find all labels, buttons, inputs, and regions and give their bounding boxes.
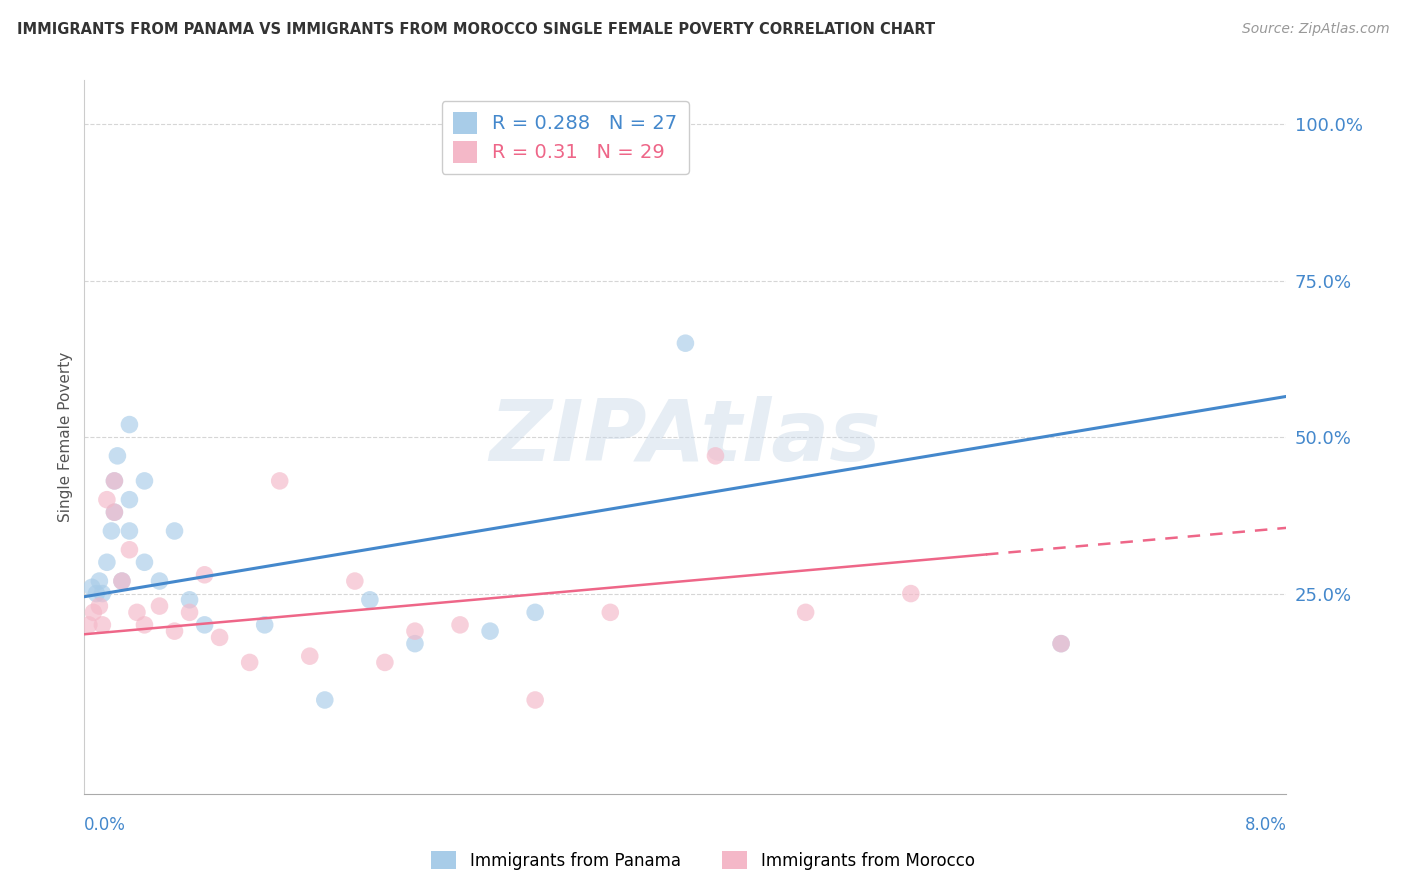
Point (91, 618, 114, 632)
Point (103, 474, 125, 488)
Text: 8.0%: 8.0% (1244, 816, 1286, 834)
Point (118, 524, 141, 538)
Point (179, 605, 201, 619)
Point (134, 474, 156, 488)
Point (359, 592, 381, 607)
Point (269, 474, 291, 488)
Point (134, 555, 156, 569)
Point (134, 618, 156, 632)
Point (479, 624, 502, 639)
Y-axis label: Single Female Poverty: Single Female Poverty (58, 352, 73, 522)
Point (524, 605, 547, 619)
Text: Source: ZipAtlas.com: Source: ZipAtlas.com (1241, 22, 1389, 37)
Point (148, 599, 170, 613)
Text: 0.0%: 0.0% (84, 816, 127, 834)
Point (343, 574, 366, 588)
Point (96, 555, 118, 569)
Point (89, 599, 111, 613)
Point (449, 618, 471, 632)
Point (103, 505, 125, 519)
Point (704, 449, 727, 463)
Point (524, 693, 547, 707)
Point (80, 580, 103, 594)
Point (599, 605, 621, 619)
Point (179, 592, 201, 607)
Point (89, 574, 111, 588)
Point (208, 631, 231, 645)
Point (77, 618, 100, 632)
Point (100, 524, 122, 538)
Point (82, 605, 104, 619)
Point (194, 618, 217, 632)
Point (107, 449, 129, 463)
Point (111, 574, 134, 588)
Point (118, 492, 141, 507)
Point (675, 336, 697, 351)
Point (118, 542, 141, 557)
Point (404, 624, 426, 639)
Point (118, 417, 141, 432)
Point (91, 586, 114, 600)
Text: IMMIGRANTS FROM PANAMA VS IMMIGRANTS FROM MOROCCO SINGLE FEMALE POVERTY CORRELAT: IMMIGRANTS FROM PANAMA VS IMMIGRANTS FRO… (17, 22, 935, 37)
Point (103, 505, 125, 519)
Point (314, 693, 336, 707)
Point (253, 618, 276, 632)
Point (96, 492, 118, 507)
Legend: R = 0.288   N = 27, R = 0.31   N = 29: R = 0.288 N = 27, R = 0.31 N = 29 (441, 101, 689, 174)
Point (239, 656, 262, 670)
Point (794, 605, 817, 619)
Point (1050, 637, 1073, 651)
Point (148, 574, 170, 588)
Text: ZIPAtlas: ZIPAtlas (489, 395, 882, 479)
Point (111, 574, 134, 588)
Point (163, 524, 186, 538)
Point (298, 649, 321, 664)
Point (900, 586, 922, 600)
Point (374, 656, 396, 670)
Legend: Immigrants from Panama, Immigrants from Morocco: Immigrants from Panama, Immigrants from … (425, 845, 981, 877)
Point (1050, 637, 1073, 651)
Point (125, 605, 148, 619)
Point (404, 637, 426, 651)
Point (163, 624, 186, 639)
Point (103, 474, 125, 488)
Point (86, 586, 108, 600)
Point (194, 567, 217, 582)
